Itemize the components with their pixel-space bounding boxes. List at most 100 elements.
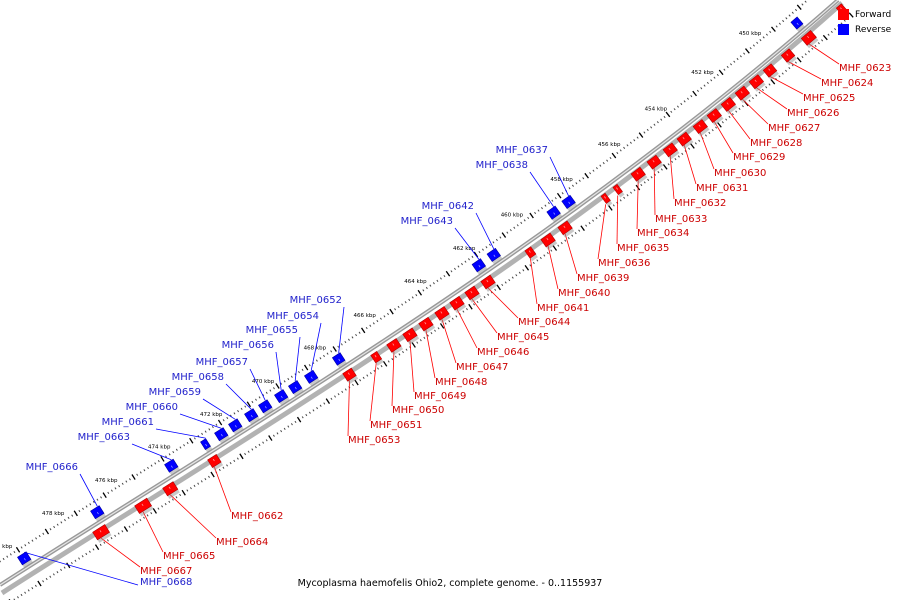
forward-gene[interactable] [480, 274, 498, 292]
reverse-gene[interactable] [561, 194, 578, 212]
forward-gene-label[interactable]: MHF_0650 [392, 405, 444, 416]
reverse-gene[interactable] [331, 352, 347, 369]
ruler-minor-tick [527, 216, 530, 220]
forward-gene[interactable] [734, 85, 752, 104]
forward-gene[interactable] [646, 154, 664, 173]
forward-gene[interactable] [706, 108, 724, 126]
forward-gene[interactable] [676, 131, 694, 150]
forward-gene-label[interactable]: MHF_0639 [577, 273, 629, 284]
forward-gene-label[interactable]: MHF_0629 [733, 152, 785, 163]
forward-gene-label[interactable]: MHF_0636 [598, 258, 650, 269]
forward-gene[interactable] [662, 142, 680, 160]
forward-gene[interactable] [162, 481, 180, 499]
reverse-gene-label[interactable]: MHF_0668 [140, 577, 192, 588]
forward-gene[interactable] [402, 327, 420, 345]
forward-gene[interactable] [434, 306, 452, 324]
reverse-gene[interactable] [17, 551, 33, 568]
gene-highlight [470, 290, 473, 294]
reverse-gene-label[interactable]: MHF_0655 [246, 325, 298, 336]
forward-gene-label[interactable]: MHF_0632 [674, 198, 726, 209]
forward-gene-label[interactable]: MHF_0648 [435, 377, 487, 388]
reverse-gene-label[interactable]: MHF_0656 [222, 340, 274, 351]
forward-gene-label[interactable]: MHF_0651 [370, 420, 422, 431]
forward-gene[interactable] [630, 166, 648, 185]
forward-gene-label[interactable]: MHF_0662 [231, 511, 283, 522]
forward-gene-label[interactable]: MHF_0630 [714, 168, 766, 179]
forward-gene-label[interactable]: MHF_0665 [163, 551, 215, 562]
reverse-gene-label[interactable]: MHF_0643 [401, 216, 453, 227]
forward-gene[interactable] [386, 338, 404, 356]
forward-gene-label[interactable]: MHF_0640 [558, 288, 610, 299]
forward-gene-label[interactable]: MHF_0633 [655, 214, 707, 225]
reverse-gene-label[interactable]: MHF_0638 [476, 160, 528, 171]
forward-gene-label[interactable]: MHF_0631 [696, 183, 748, 194]
reverse-gene-label[interactable]: MHF_0659 [149, 387, 201, 398]
forward-gene-label[interactable]: MHF_0667 [140, 566, 192, 577]
forward-gene[interactable] [464, 285, 482, 303]
forward-gene-label[interactable]: MHF_0634 [637, 228, 689, 239]
reverse-gene-label[interactable]: MHF_0657 [196, 357, 248, 368]
reverse-gene-label[interactable]: MHF_0654 [267, 311, 319, 322]
reverse-gene[interactable] [244, 408, 260, 425]
reverse-gene-label[interactable]: MHF_0652 [290, 295, 342, 306]
forward-gene-label[interactable]: MHF_0626 [787, 108, 839, 119]
forward-gene[interactable] [134, 497, 154, 517]
reverse-gene-label[interactable]: MHF_0658 [172, 372, 224, 383]
forward-gene-label[interactable]: MHF_0653 [348, 435, 400, 446]
reverse-gene[interactable] [200, 438, 213, 453]
reverse-gene[interactable] [471, 258, 488, 275]
reverse-gene[interactable] [486, 247, 503, 265]
forward-gene-label[interactable]: MHF_0628 [750, 138, 802, 149]
gene-leader-line [454, 227, 480, 260]
forward-gene[interactable] [207, 454, 224, 471]
forward-gene-label[interactable]: MHF_0635 [617, 243, 669, 254]
reverse-gene[interactable] [546, 205, 563, 223]
forward-gene-label[interactable]: MHF_0625 [803, 93, 855, 104]
forward-gene-label[interactable]: MHF_0623 [839, 63, 891, 74]
reverse-gene[interactable] [90, 505, 107, 522]
forward-gene-label[interactable]: MHF_0641 [537, 303, 589, 314]
reverse-gene[interactable] [790, 16, 805, 33]
reverse-gene-label[interactable]: MHF_0660 [126, 402, 178, 413]
reverse-gene-label[interactable]: MHF_0661 [102, 417, 154, 428]
ruler-minor-tick [630, 191, 633, 194]
gene-leader-line [471, 298, 498, 334]
forward-gene[interactable] [600, 192, 613, 207]
ruler-minor-tick [647, 178, 650, 181]
forward-gene[interactable] [748, 74, 766, 92]
forward-gene-label[interactable]: MHF_0647 [456, 362, 508, 373]
forward-gene-label[interactable]: MHF_0624 [821, 78, 873, 89]
forward-gene-label[interactable]: MHF_0664 [216, 537, 268, 548]
reverse-gene[interactable] [304, 369, 320, 387]
reverse-gene[interactable] [274, 389, 290, 406]
forward-gene[interactable] [800, 30, 819, 49]
forward-gene[interactable] [449, 295, 467, 314]
reverse-gene-label[interactable]: MHF_0642 [422, 201, 474, 212]
forward-gene[interactable] [92, 524, 112, 543]
reverse-gene[interactable] [164, 458, 180, 476]
forward-gene-label[interactable]: MHF_0627 [768, 123, 820, 134]
forward-gene[interactable] [780, 48, 797, 66]
forward-gene[interactable] [418, 316, 436, 335]
reverse-gene-label[interactable]: MHF_0666 [26, 462, 78, 473]
forward-gene[interactable] [524, 246, 538, 262]
reverse-gene[interactable] [228, 418, 244, 435]
reverse-gene[interactable] [288, 380, 304, 397]
forward-gene-label[interactable]: MHF_0644 [518, 317, 570, 328]
forward-gene[interactable] [720, 96, 738, 115]
ruler-major-tick [239, 453, 244, 460]
forward-gene-label[interactable]: MHF_0646 [477, 347, 529, 358]
reverse-gene-label[interactable]: MHF_0663 [78, 432, 130, 443]
forward-gene[interactable] [370, 350, 384, 366]
reverse-gene[interactable] [258, 399, 274, 416]
forward-gene-label[interactable]: MHF_0649 [414, 391, 466, 402]
forward-gene-label[interactable]: MHF_0645 [497, 332, 549, 343]
forward-gene[interactable] [342, 367, 359, 385]
forward-gene[interactable] [612, 183, 625, 198]
forward-gene[interactable] [692, 119, 710, 137]
forward-gene[interactable] [540, 232, 558, 250]
reverse-gene-label[interactable]: MHF_0637 [496, 145, 548, 156]
forward-gene[interactable] [557, 220, 575, 238]
reverse-gene[interactable] [214, 427, 230, 444]
forward-gene[interactable] [762, 63, 779, 81]
